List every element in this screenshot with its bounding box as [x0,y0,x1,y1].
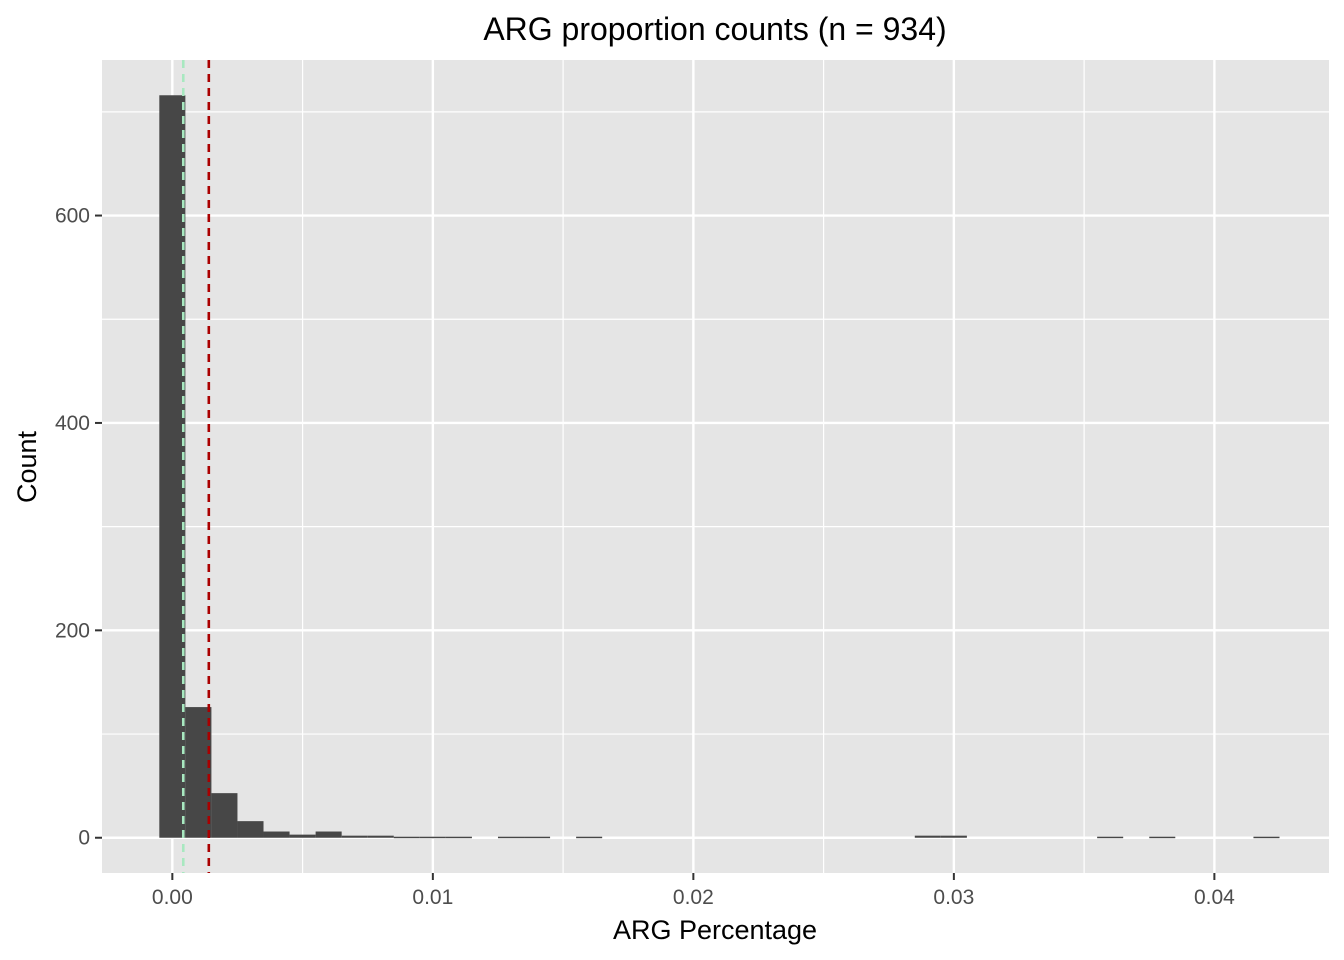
x-tick-label: 0.00 [152,886,193,909]
reference-lines [181,60,211,873]
plot-panel [102,60,1329,873]
histogram-bar [211,793,238,838]
histogram-bar [445,836,472,839]
x-axis-title: ARG Percentage [613,915,817,945]
histogram-bar [1253,836,1280,839]
histogram-bar [159,95,186,838]
histogram-bar [393,836,420,839]
y-tick-label: 200 [55,619,90,642]
histogram-bar [367,835,394,838]
histogram-bar [1149,836,1176,839]
x-tick-label: 0.01 [412,886,453,909]
y-tick-label: 600 [55,205,90,228]
histogram-bars [159,95,1280,839]
histogram-bar [497,836,525,839]
x-axis: 0.00 0.01 0.02 0.03 0.04 [152,873,1235,909]
histogram-bar [940,835,967,838]
histogram-bar [1097,836,1124,839]
x-tick-label: 0.02 [673,886,714,909]
y-tick-label: 0 [78,827,90,850]
y-axis: 0 200 400 600 [55,205,102,850]
histogram-bar [341,835,368,838]
histogram-bar [576,836,603,839]
x-tick-label: 0.04 [1194,886,1235,909]
histogram-bar [289,834,316,838]
chart-title: ARG proportion counts (n = 934) [483,11,946,47]
histogram-bar [315,831,342,838]
histogram-bar [263,831,290,838]
histogram-bar [419,836,446,839]
minor-gridlines [102,60,1329,873]
histogram-bar [914,835,941,838]
histogram-bar [185,707,212,838]
histogram-bar [237,821,264,838]
x-tick-label: 0.03 [933,886,974,909]
y-tick-label: 400 [55,412,90,435]
y-axis-title: Count [12,430,42,503]
histogram-bar [524,836,551,839]
major-gridlines [102,60,1329,873]
